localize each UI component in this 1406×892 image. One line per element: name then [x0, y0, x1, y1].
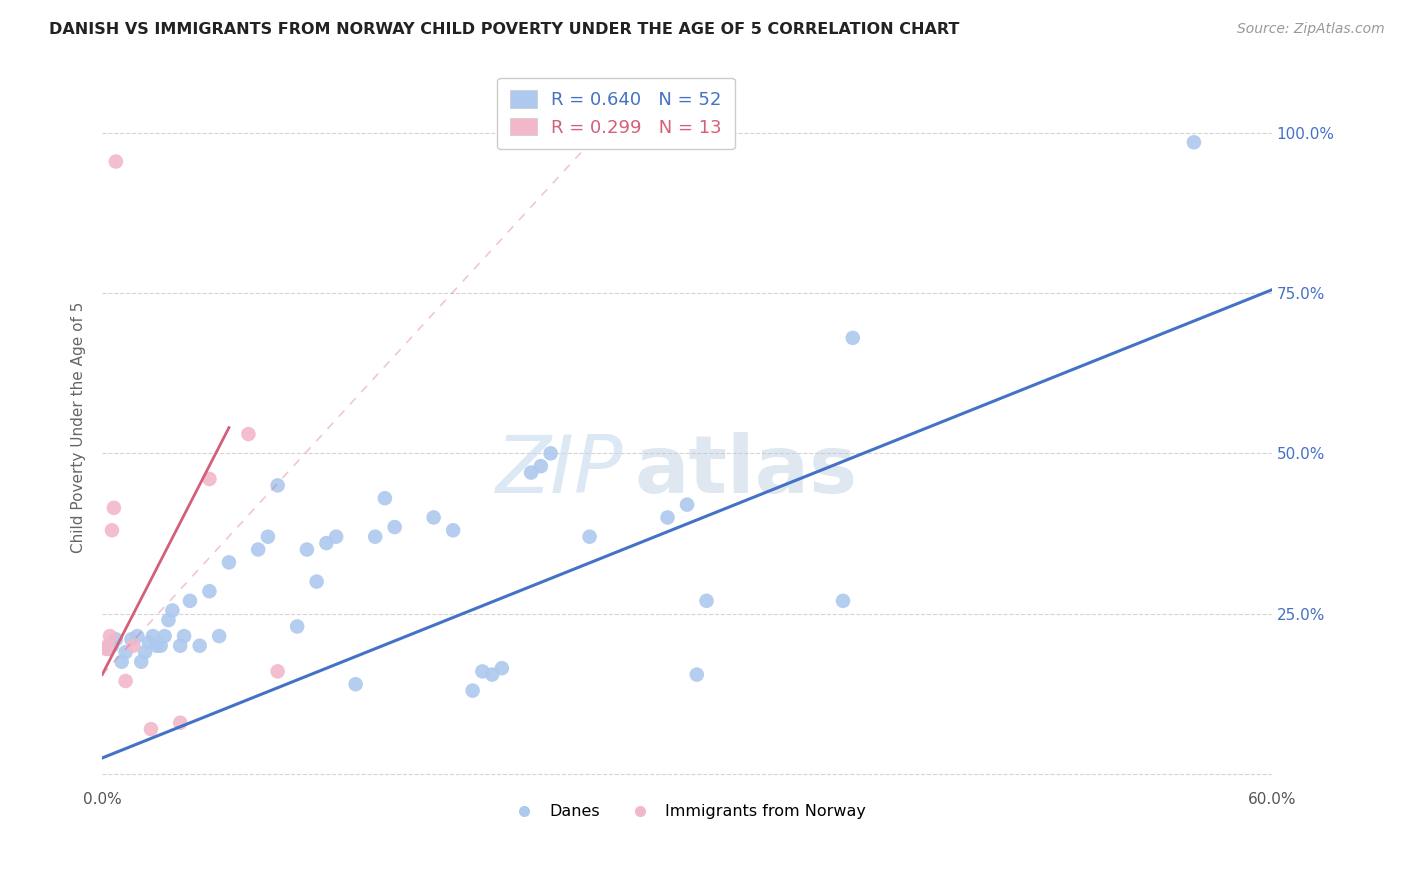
Point [134, 645, 156, 659]
Point [153, 629, 176, 643]
Text: DANISH VS IMMIGRANTS FROM NORWAY CHILD POVERTY UNDER THE AGE OF 5 CORRELATION CH: DANISH VS IMMIGRANTS FROM NORWAY CHILD P… [49, 22, 959, 37]
Point [94, 642, 117, 657]
Point [188, 639, 211, 653]
Point [364, 530, 387, 544]
Point [384, 520, 406, 534]
Point [208, 629, 231, 643]
Point [344, 677, 367, 691]
Point [146, 639, 169, 653]
Legend: Danes, Immigrants from Norway: Danes, Immigrants from Norway [502, 797, 873, 825]
Point [657, 510, 679, 524]
Point [122, 639, 145, 653]
Point [461, 683, 484, 698]
Point [114, 673, 136, 688]
Text: atlas: atlas [634, 432, 858, 509]
Point [139, 722, 162, 736]
Point [257, 530, 280, 544]
Point [676, 498, 699, 512]
Point [422, 510, 444, 524]
Point [266, 478, 288, 492]
Point [149, 639, 172, 653]
Point [129, 655, 152, 669]
Point [198, 472, 221, 486]
Point [114, 645, 136, 659]
Point [104, 154, 127, 169]
Point [97, 642, 120, 657]
Point [97, 639, 120, 653]
Point [481, 667, 503, 681]
Point [120, 632, 142, 647]
Point [127, 629, 149, 643]
Point [179, 594, 201, 608]
Point [686, 667, 709, 681]
Text: Source: ZipAtlas.com: Source: ZipAtlas.com [1237, 22, 1385, 37]
Point [1182, 136, 1205, 150]
Point [315, 536, 337, 550]
Point [103, 500, 125, 515]
Point [98, 629, 121, 643]
Point [238, 427, 260, 442]
Point [173, 629, 195, 643]
Point [198, 584, 221, 599]
Point [169, 639, 191, 653]
Point [266, 665, 288, 679]
Point [540, 446, 562, 460]
Point [295, 542, 318, 557]
Point [285, 619, 308, 633]
Point [325, 530, 347, 544]
Point [247, 542, 270, 557]
Point [101, 639, 124, 653]
Point [832, 594, 855, 608]
Point [374, 491, 396, 506]
Point [169, 715, 191, 730]
Point [842, 331, 865, 345]
Point [471, 665, 494, 679]
Point [101, 523, 124, 537]
Point [104, 632, 127, 647]
Y-axis label: Child Poverty Under the Age of 5: Child Poverty Under the Age of 5 [72, 302, 86, 553]
Point [491, 661, 513, 675]
Point [157, 613, 180, 627]
Point [218, 555, 240, 569]
Point [138, 635, 160, 649]
Point [305, 574, 328, 589]
Point [696, 594, 718, 608]
Point [441, 523, 464, 537]
Point [142, 629, 165, 643]
Point [530, 459, 553, 474]
Point [520, 466, 543, 480]
Point [162, 603, 184, 617]
Point [578, 530, 600, 544]
Point [111, 655, 134, 669]
Text: ZIP: ZIP [495, 432, 623, 509]
